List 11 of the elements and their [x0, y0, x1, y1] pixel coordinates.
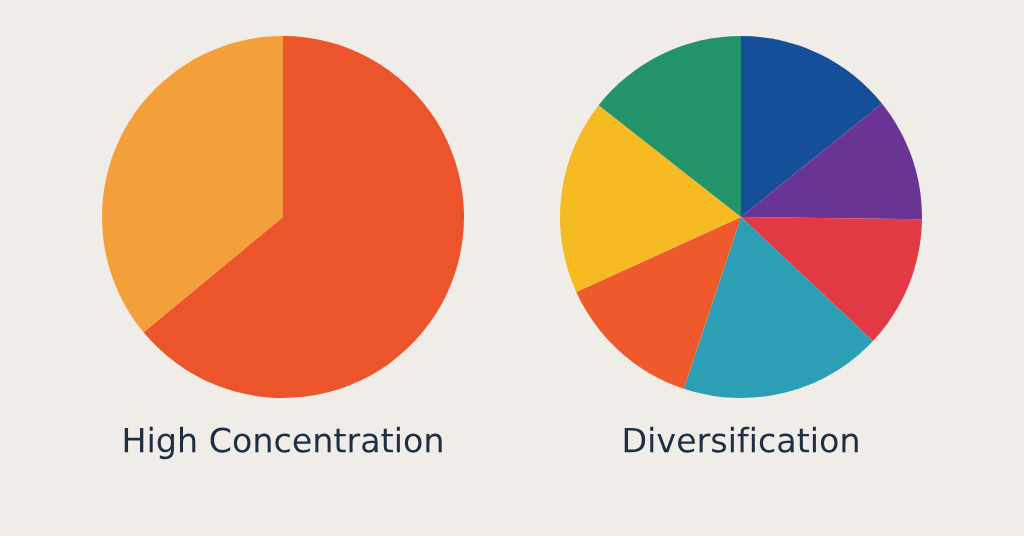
pie-slice [143, 36, 464, 398]
pie-slice [560, 105, 741, 292]
pie-slice [102, 36, 283, 333]
pie-slice [741, 103, 922, 220]
pie-slice [741, 217, 922, 341]
pie-slice [576, 217, 741, 389]
pie-slice [683, 217, 873, 398]
text: High Concentration [124, 426, 442, 460]
text: Diversification [624, 426, 858, 453]
pie-slice [741, 36, 882, 217]
pie-slice [598, 36, 741, 217]
